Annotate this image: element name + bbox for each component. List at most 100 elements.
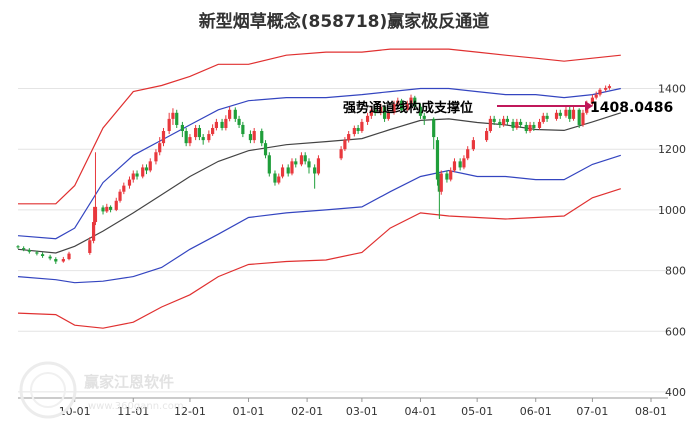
candle (307, 158, 311, 174)
candle-body (148, 161, 152, 171)
candle (524, 121, 528, 134)
candle (224, 115, 228, 131)
x-tick-label: 01-01 (233, 405, 265, 418)
candle-body (502, 118, 506, 125)
candle (260, 128, 264, 147)
candle-body (498, 121, 502, 125)
candle (571, 106, 576, 121)
series-inner-upper (17, 87, 621, 240)
candle (207, 130, 211, 143)
candle-body (452, 161, 457, 171)
candle-body (347, 134, 351, 141)
x-tick-label: 11-01 (117, 405, 149, 418)
candle (532, 121, 536, 132)
candle (175, 109, 179, 128)
candle (35, 250, 39, 256)
candle-body (184, 131, 188, 144)
candle (466, 146, 470, 161)
candle (607, 84, 612, 90)
candle-body (532, 124, 536, 128)
candle (528, 121, 532, 133)
candle-body (161, 131, 166, 144)
candle-body (114, 200, 118, 210)
candle (220, 118, 224, 131)
candle-body (224, 118, 228, 128)
candle (347, 131, 351, 143)
candle-body (294, 161, 298, 165)
candle (568, 106, 572, 122)
candle-body (528, 124, 532, 132)
candle (237, 115, 241, 128)
candle-body (141, 167, 145, 177)
candle (54, 257, 58, 264)
candle (197, 124, 201, 141)
candle-body (290, 161, 294, 174)
x-axis: 10-01 11-01 12-01 01-01 02-01 03-01 04-01 05-01… (18, 397, 668, 418)
candle-body (201, 137, 205, 141)
candle (373, 106, 377, 116)
candle-body (598, 89, 602, 95)
x-tick-label: 12-01 (174, 405, 206, 418)
candle-body (252, 131, 256, 141)
candle-body (554, 112, 559, 119)
candle-body (462, 158, 466, 168)
candle (91, 206, 96, 244)
candle (280, 164, 285, 179)
support-annotation: 强势通道线构成支撑位 1408.0486 (343, 100, 673, 116)
y-tick-label: 400 (665, 386, 686, 399)
candle (158, 137, 162, 156)
candle (294, 158, 298, 168)
candle-body (445, 173, 449, 180)
candle-body (93, 206, 98, 223)
candle (141, 164, 145, 179)
candle (316, 155, 321, 176)
candle (445, 170, 449, 183)
chart-title: 新型烟草概念(858718)赢家极反通道 (199, 11, 490, 32)
candle-body (88, 240, 92, 253)
candle (356, 124, 360, 135)
candle-body (365, 115, 370, 122)
candle (537, 118, 542, 130)
watermark-brand: 赢家江恩软件 (84, 373, 174, 391)
candle-body (594, 94, 598, 98)
candle-body (360, 121, 364, 132)
y-axis-ticks: 400 600 800 1000 1200 1400 (658, 83, 686, 399)
candle-body (437, 179, 441, 192)
candle-body (263, 143, 268, 156)
candle-body (399, 100, 404, 110)
candle-body (369, 109, 373, 116)
candle (462, 155, 466, 170)
candle-body (27, 249, 31, 252)
candle-body (91, 222, 96, 241)
candle-body (564, 109, 568, 116)
candle (228, 106, 232, 122)
candle (379, 103, 383, 116)
channel-lines (17, 48, 621, 329)
candle (167, 112, 171, 135)
candle (161, 127, 166, 147)
candle (432, 117, 436, 150)
series-outer-lower (17, 188, 621, 329)
candle-body (122, 185, 126, 192)
candle (93, 152, 98, 226)
candle (144, 164, 149, 175)
candle-body (413, 97, 417, 107)
candle (299, 152, 304, 167)
candle (577, 108, 581, 128)
candle-body (343, 140, 347, 150)
candle (16, 245, 20, 249)
candle-body (396, 100, 400, 104)
candle (558, 109, 562, 119)
candle (598, 87, 602, 97)
candle (498, 118, 502, 128)
candle-body (194, 127, 198, 138)
candle (452, 158, 457, 173)
candle-body (214, 121, 219, 128)
candle-body (101, 207, 105, 212)
watermark: 赢家江恩软件 www.360gann.com (19, 361, 184, 419)
watermark-logo-inner-icon (30, 372, 66, 408)
candle-body (40, 254, 45, 257)
y-tick-label: 800 (665, 265, 686, 278)
candle-body (405, 103, 409, 110)
